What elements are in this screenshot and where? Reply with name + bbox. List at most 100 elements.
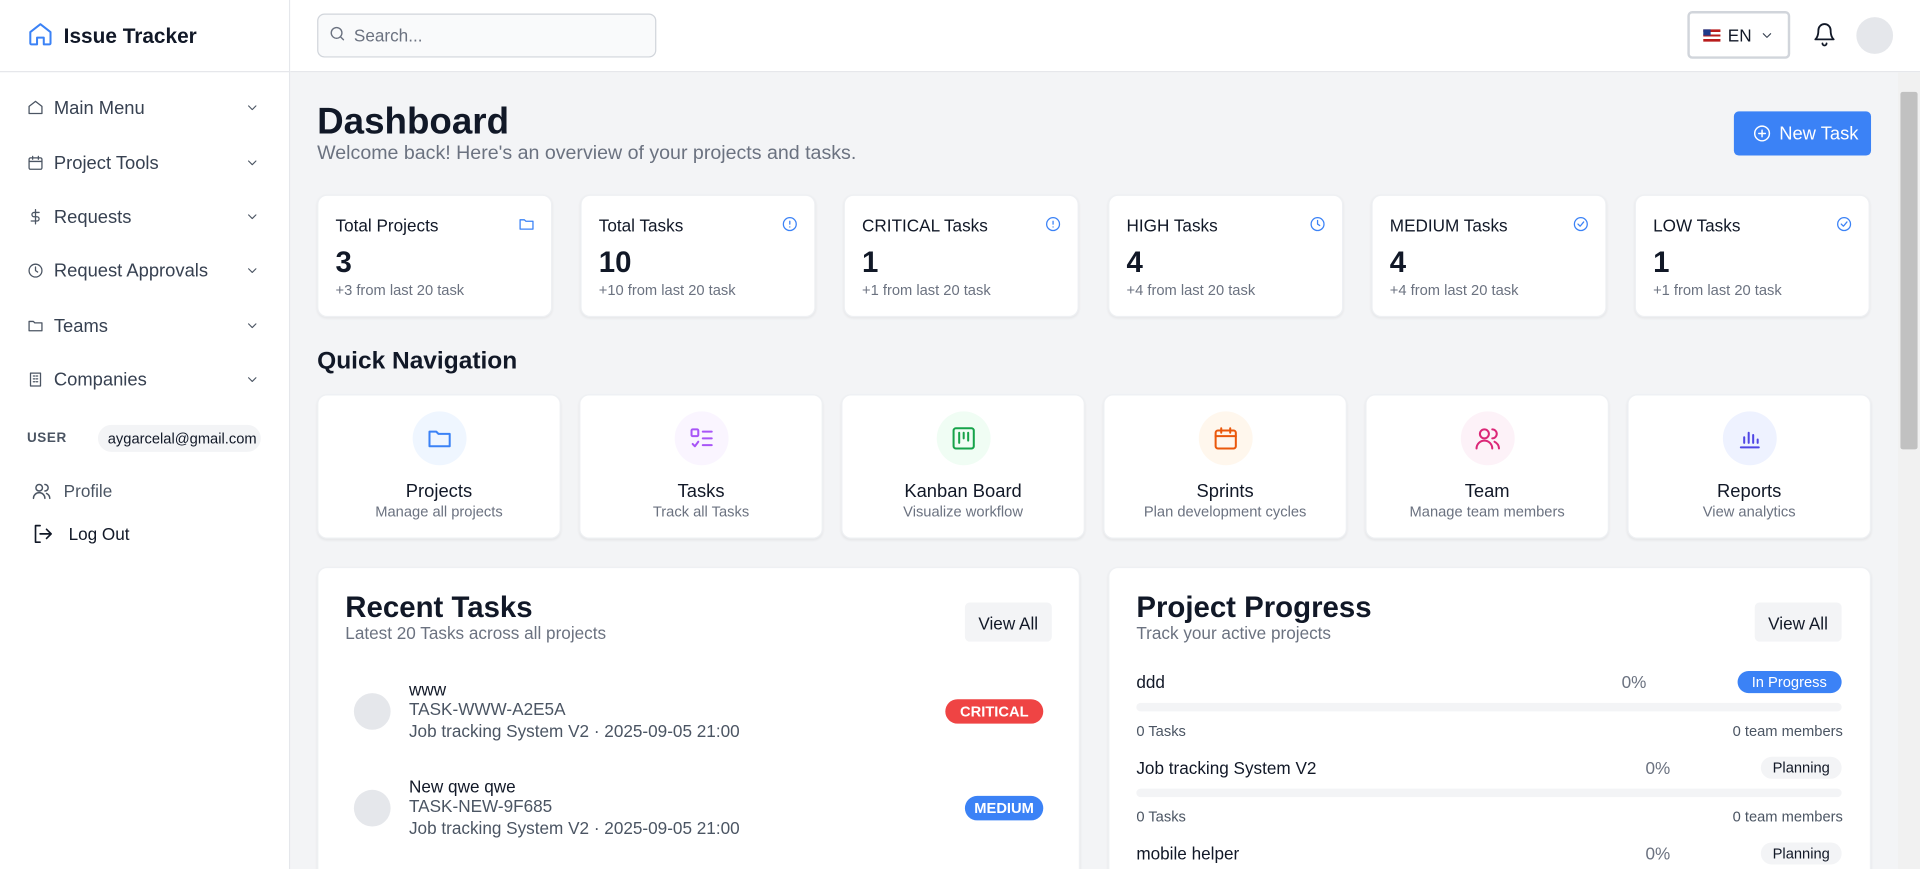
stat-card — [317, 194, 553, 318]
stat-note: +4 from last 20 task — [1126, 281, 1256, 299]
nav-desc: Manage all projects — [375, 503, 503, 521]
task-avatar — [353, 693, 391, 730]
menu-item[interactable]: Requests — [53, 206, 132, 228]
stat-value: 4 — [1126, 246, 1143, 280]
project-name[interactable]: ddd — [1136, 672, 1165, 692]
menu-item[interactable]: Main Menu — [53, 97, 145, 119]
task-title[interactable]: New qwe qwe — [408, 776, 516, 796]
menu-icon — [29, 372, 42, 387]
chevron[interactable] — [245, 318, 260, 333]
chevron[interactable] — [245, 209, 260, 224]
stat-card — [843, 194, 1079, 318]
sidebar-link[interactable]: Profile — [63, 481, 113, 501]
avatar[interactable] — [1856, 17, 1894, 54]
project-name[interactable]: Job tracking System V2 — [1136, 757, 1317, 778]
stat-value: 10 — [598, 246, 632, 280]
view-all-button[interactable] — [964, 602, 1052, 642]
language: EN — [1727, 25, 1752, 46]
menu-icon — [28, 320, 43, 332]
project-tasks: 0 Tasks — [1136, 808, 1186, 826]
nav-name: Team — [1464, 481, 1510, 503]
nav-icon — [1213, 427, 1237, 450]
nav-name: Tasks — [677, 481, 725, 503]
page-title: Dashboard — [317, 101, 510, 143]
nav-icon-bg — [1722, 411, 1777, 466]
nav-name: Reports — [1717, 481, 1782, 503]
task-id: TASK-WWW-A2E5A — [408, 699, 566, 719]
progress-track — [1136, 702, 1842, 712]
stat-label: LOW Tasks — [1653, 215, 1741, 236]
project-members: 0 team members — [1732, 722, 1843, 740]
view-all: View All — [1768, 613, 1828, 634]
stat-note: +3 from last 20 task — [335, 281, 465, 299]
nav-icon-bg — [674, 411, 728, 466]
menu-item[interactable]: Project Tools — [53, 153, 159, 174]
nav-name: Sprints — [1196, 481, 1254, 503]
new-task-label: New Task — [1779, 123, 1859, 145]
stat-card — [1108, 194, 1344, 318]
stat-label: Total Projects — [335, 215, 439, 236]
stat-value: 1 — [1653, 246, 1670, 280]
task-avatar — [353, 789, 391, 827]
stat-value: 1 — [862, 246, 879, 280]
nav-desc: Visualize workflow — [903, 503, 1023, 521]
brand[interactable]: Issue Tracker — [63, 24, 197, 48]
nav-card[interactable] — [1365, 394, 1609, 539]
stat-icon — [1310, 217, 1325, 232]
new-task-button[interactable] — [1733, 111, 1872, 156]
menu-icon — [30, 208, 40, 225]
chevron[interactable] — [245, 372, 260, 387]
sidebar-link[interactable]: Log Out — [68, 524, 130, 544]
chevron[interactable] — [245, 156, 260, 171]
menu-item[interactable]: Teams — [53, 315, 108, 337]
menu-item[interactable]: Companies — [53, 369, 147, 391]
link-icon — [32, 483, 51, 500]
task-title[interactable]: www — [408, 679, 447, 700]
view-all-button[interactable] — [1754, 602, 1842, 642]
nav-icon — [951, 427, 975, 450]
stat-note: +10 from last 20 task — [598, 281, 736, 299]
email: aygarcelal@gmail.com — [107, 429, 257, 447]
project-tasks: 0 Tasks — [1136, 722, 1186, 740]
menu-item[interactable]: Request Approvals — [53, 260, 209, 282]
page-subtitle: Welcome back! Here's an overview of your… — [317, 143, 857, 165]
email-pill — [97, 424, 261, 452]
stat-label: MEDIUM Tasks — [1389, 215, 1508, 236]
project-progress-panel — [1108, 566, 1872, 869]
chevron[interactable] — [245, 263, 260, 278]
status-badge: Planning — [1760, 842, 1842, 865]
task-id: TASK-NEW-9F685 — [408, 795, 553, 816]
section-title: Quick Navigation — [317, 347, 518, 375]
user-label: USER — [26, 431, 67, 446]
status-badge: In Progress — [1736, 671, 1842, 694]
priority-badge: CRITICAL — [945, 699, 1044, 724]
stat-icon — [1573, 217, 1588, 232]
progress-label: 0% — [1645, 757, 1671, 778]
chevron[interactable] — [245, 100, 260, 115]
brand-icon — [29, 23, 52, 46]
view-all: View All — [978, 613, 1039, 634]
project-members: 0 team members — [1732, 808, 1843, 826]
nav-desc: Manage team members — [1409, 503, 1565, 521]
chevron — [1762, 33, 1772, 38]
nav-name: Kanban Board — [904, 481, 1022, 503]
nav-card[interactable] — [1103, 394, 1347, 539]
stat-card — [580, 194, 816, 318]
status-badge: Planning — [1760, 756, 1842, 779]
project-name[interactable]: mobile helper — [1136, 843, 1240, 864]
recent-tasks-panel — [317, 566, 1081, 869]
stat-value: 3 — [335, 246, 352, 280]
stat-label: Total Tasks — [598, 215, 684, 236]
plus-icon — [1753, 125, 1771, 142]
link-icon — [34, 524, 52, 543]
scroll-thumb[interactable] — [1900, 91, 1918, 450]
nav-name: Projects — [405, 481, 473, 503]
language-button[interactable] — [1687, 11, 1791, 59]
search-box[interactable] — [317, 13, 657, 58]
panel-title: Project Progress — [1136, 591, 1372, 625]
nav-icon — [1474, 428, 1500, 450]
bell[interactable] — [1812, 22, 1836, 47]
panel-subtitle: Track your active projects — [1136, 623, 1332, 643]
